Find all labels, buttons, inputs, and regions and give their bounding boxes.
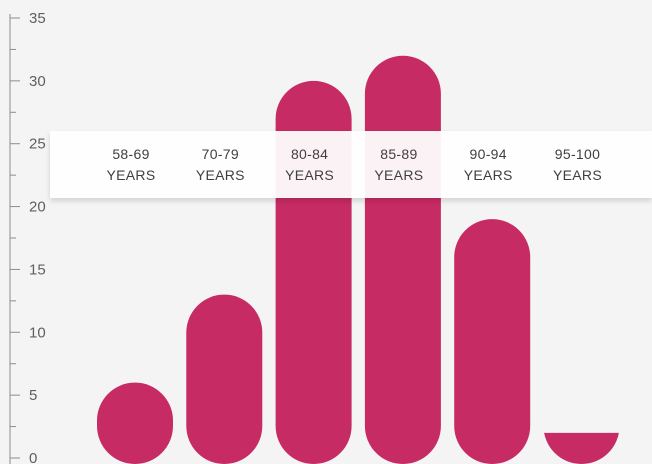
bar xyxy=(454,219,531,464)
category-label: 58-69 YEARS xyxy=(107,146,156,183)
category-band-background xyxy=(50,131,652,198)
category-label-range: 80-84 xyxy=(291,146,328,162)
bars xyxy=(97,55,619,464)
y-tick-label: 25 xyxy=(29,136,46,153)
category-label: 90-94 YEARS xyxy=(464,146,513,183)
bar xyxy=(544,432,619,464)
y-tick-label: 0 xyxy=(29,450,37,464)
category-label-unit: YEARS xyxy=(464,167,513,183)
category-label: 85-89 YEARS xyxy=(374,146,423,183)
bar xyxy=(364,55,441,464)
bar xyxy=(186,294,263,464)
category-label-range: 85-89 xyxy=(380,146,417,162)
category-label-unit: YEARS xyxy=(107,167,156,183)
y-tick-label: 35 xyxy=(29,10,46,27)
category-label-range: 58-69 xyxy=(112,146,149,162)
y-tick-label: 10 xyxy=(29,324,46,341)
y-tick-label: 15 xyxy=(29,261,46,278)
category-label-unit: YEARS xyxy=(285,167,334,183)
category-band: 58-69 YEARS 70-79 YEARS 80-84 YEARS 85-89 YEARS… xyxy=(50,131,652,198)
category-label-range: 70-79 xyxy=(202,146,239,162)
bar xyxy=(97,382,173,464)
category-label: 95-100 YEARS xyxy=(553,146,602,183)
category-label-range: 95-100 xyxy=(555,146,600,162)
category-label-unit: YEARS xyxy=(196,167,245,183)
category-label-range: 90-94 xyxy=(470,146,507,162)
y-tick-label: 5 xyxy=(29,387,37,404)
category-label-unit: YEARS xyxy=(553,167,602,183)
category-label: 80-84 YEARS xyxy=(285,146,334,183)
category-label: 70-79 YEARS xyxy=(196,146,245,183)
y-axis: 0 5 10 15 20 25 30 35 xyxy=(9,10,46,464)
category-label-unit: YEARS xyxy=(374,167,423,183)
y-tick-label: 30 xyxy=(29,73,46,90)
y-tick-label: 20 xyxy=(29,199,46,216)
